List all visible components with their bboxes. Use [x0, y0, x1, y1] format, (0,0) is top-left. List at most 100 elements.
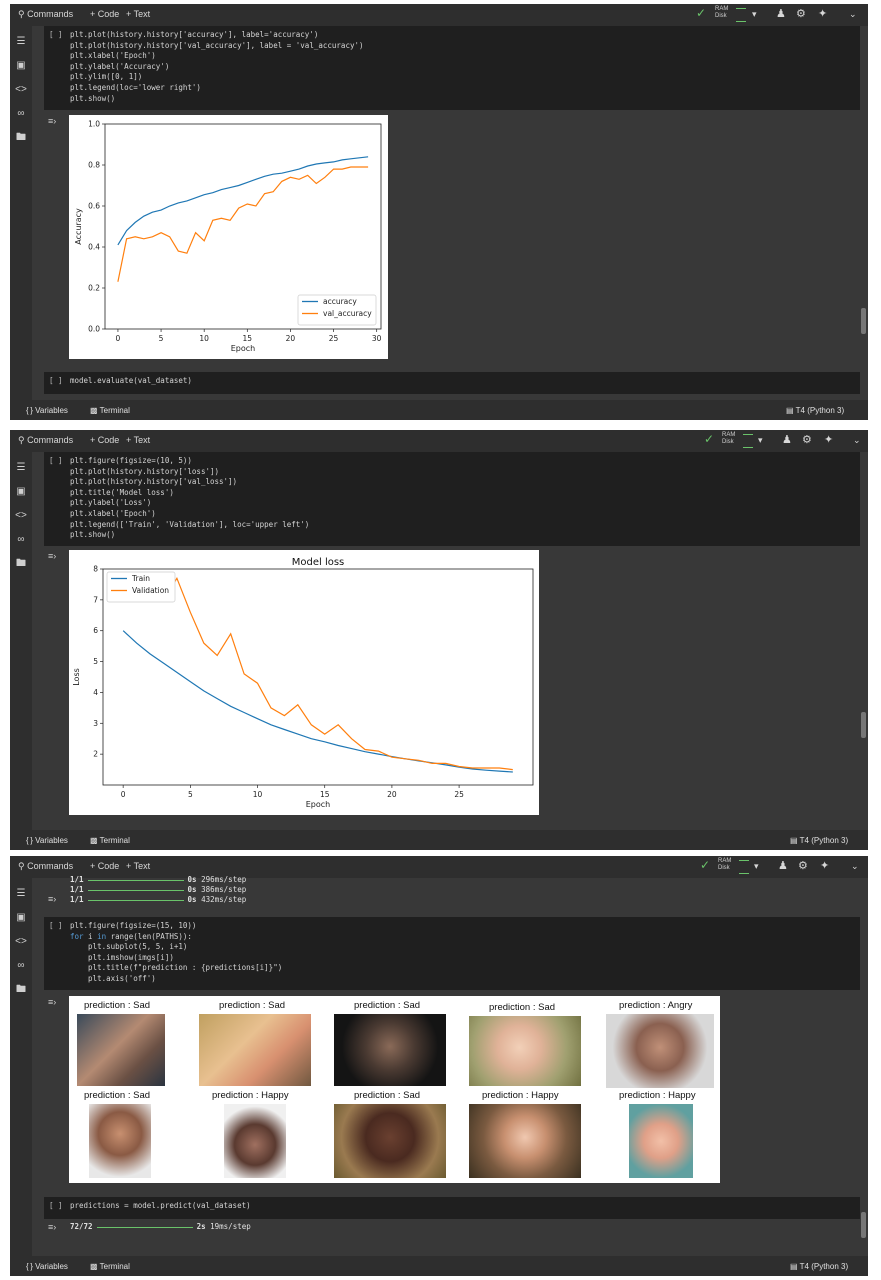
- add-code-button[interactable]: + Code: [90, 9, 120, 19]
- sparkle-icon[interactable]: ✦: [820, 860, 830, 872]
- add-text-button[interactable]: + Text: [126, 435, 151, 445]
- secrets-key-icon[interactable]: ∞: [17, 534, 25, 545]
- code-snippets-icon[interactable]: <>: [15, 936, 27, 947]
- legend-label: accuracy: [323, 297, 357, 306]
- secrets-key-icon[interactable]: ∞: [17, 960, 25, 971]
- variables-button[interactable]: { } Variables: [26, 406, 68, 415]
- prediction-title: prediction : Sad: [354, 1090, 421, 1101]
- code-cell-evaluate[interactable]: [ ] model.evaluate(val_dataset): [44, 372, 860, 394]
- variables-button[interactable]: { } Variables: [26, 1262, 68, 1271]
- scrollbar[interactable]: [861, 308, 866, 334]
- scrollbar[interactable]: [861, 712, 866, 738]
- run-cell-button[interactable]: [ ]: [49, 1201, 63, 1210]
- share-people-icon[interactable]: ♟: [776, 8, 786, 20]
- resource-monitor[interactable]: RAM Disk: [715, 6, 746, 22]
- add-code-button[interactable]: + Code: [90, 861, 120, 871]
- variables-button[interactable]: { } Variables: [26, 836, 68, 845]
- y-tick-label: 0.6: [88, 202, 100, 211]
- chevron-down-icon[interactable]: ▾: [752, 9, 757, 19]
- terminal-button[interactable]: ▩ Terminal: [90, 406, 130, 415]
- chevron-down-icon[interactable]: ⌄: [851, 861, 859, 871]
- prediction-title: prediction : Angry: [619, 1000, 693, 1011]
- code-snippets-icon[interactable]: <>: [15, 510, 27, 521]
- code-cell-loss[interactable]: [ ] plt.figure(figsize=(10, 5)) plt.plot…: [44, 452, 860, 546]
- output-toggle-icon[interactable]: ≡›: [48, 116, 57, 126]
- code-editor[interactable]: plt.figure(figsize=(15, 10)) for i in ra…: [70, 921, 283, 983]
- add-text-button[interactable]: + Text: [126, 9, 151, 19]
- output-toggle-icon[interactable]: ≡›: [48, 1222, 57, 1232]
- notebook-panel-predictions: ⚲ Commands + Code + Text ✓ RAM Disk ▾ ♟ ⚙…: [10, 856, 868, 1276]
- share-people-icon[interactable]: ♟: [782, 434, 792, 446]
- folder-icon[interactable]: 🖿: [16, 558, 26, 569]
- share-people-icon[interactable]: ♟: [778, 860, 788, 872]
- scrollbar[interactable]: [861, 1212, 866, 1238]
- resource-monitor[interactable]: RAM Disk: [722, 432, 753, 448]
- notebook-toolbar: ⚲ Commands + Code + Text ✓ RAM Disk ▾ ♟ ⚙…: [10, 856, 868, 878]
- sparkle-icon[interactable]: ✦: [818, 8, 828, 20]
- x-tick-label: 20: [387, 790, 397, 799]
- face-image: [334, 1014, 446, 1086]
- code-cell-accuracy[interactable]: [ ] plt.plot(history.history['accuracy']…: [44, 26, 860, 110]
- face-image: [199, 1014, 311, 1086]
- series-line-val-accuracy: [117, 166, 369, 282]
- gear-icon[interactable]: ⚙: [796, 8, 806, 20]
- run-cell-button[interactable]: [ ]: [49, 30, 63, 39]
- run-cell-button[interactable]: [ ]: [49, 456, 63, 465]
- code-snippets-icon[interactable]: <>: [15, 84, 27, 95]
- commands-button[interactable]: ⚲ Commands: [18, 861, 74, 871]
- commands-button[interactable]: ⚲ Commands: [18, 9, 74, 19]
- legend-label: Validation: [132, 586, 169, 595]
- connected-check-icon: ✓: [700, 858, 711, 872]
- add-text-button[interactable]: + Text: [126, 861, 151, 871]
- sparkle-icon[interactable]: ✦: [824, 434, 834, 446]
- code-editor[interactable]: plt.plot(history.history['accuracy'], la…: [70, 30, 364, 103]
- plot-area: [102, 568, 534, 786]
- output-toggle-icon[interactable]: ≡›: [48, 894, 57, 904]
- terminal-button[interactable]: ▩ Terminal: [90, 1262, 130, 1271]
- search-icon: ⚲: [18, 435, 25, 445]
- gear-icon[interactable]: ⚙: [798, 860, 808, 872]
- accuracy-chart: 0 5 10 15 20 25 30 0.0 0.2 0.4 0.6 0.8 1.0 Epoch Accur…: [74, 120, 382, 354]
- gear-icon[interactable]: ⚙: [802, 434, 812, 446]
- find-icon[interactable]: ▣: [16, 912, 26, 923]
- notebook-panel-accuracy: ⚲ Commands + Code + Text ✓ RAM Disk ▾ ♟ ⚙…: [10, 4, 868, 420]
- table-of-contents-icon[interactable]: ☰: [16, 462, 26, 473]
- resource-monitor[interactable]: RAM Disk: [718, 858, 749, 874]
- chevron-down-icon[interactable]: ▾: [758, 435, 763, 445]
- commands-button[interactable]: ⚲ Commands: [18, 435, 74, 445]
- output-toggle-icon[interactable]: ≡›: [48, 551, 57, 561]
- code-cell-subplots[interactable]: [ ] plt.figure(figsize=(15, 10)) for i i…: [44, 917, 860, 990]
- code-cell-predict[interactable]: [ ] predictions = model.predict(val_data…: [44, 1197, 860, 1219]
- folder-icon[interactable]: 🖿: [16, 984, 26, 995]
- terminal-button[interactable]: ▩ Terminal: [90, 836, 130, 845]
- x-tick-label: 20: [286, 334, 296, 343]
- find-icon[interactable]: ▣: [16, 486, 26, 497]
- table-of-contents-icon[interactable]: ☰: [16, 888, 26, 899]
- runtime-indicator[interactable]: ▤ T4 (Python 3): [790, 1262, 849, 1271]
- y-tick-label: 8: [93, 565, 98, 574]
- run-cell-button[interactable]: [ ]: [49, 376, 63, 385]
- table-of-contents-icon[interactable]: ☰: [16, 36, 26, 47]
- run-cell-button[interactable]: [ ]: [49, 921, 63, 930]
- add-code-button[interactable]: + Code: [90, 435, 120, 445]
- code-editor[interactable]: plt.figure(figsize=(10, 5)) plt.plot(his…: [70, 456, 310, 540]
- code-editor[interactable]: model.evaluate(val_dataset): [70, 376, 192, 385]
- progress-line: 1/1 0s 432ms/step: [70, 895, 247, 904]
- y-tick-label: 7: [93, 595, 98, 604]
- runtime-indicator[interactable]: ▤ T4 (Python 3): [786, 406, 845, 415]
- chevron-down-icon[interactable]: ⌄: [853, 435, 861, 445]
- chevron-down-icon[interactable]: ▾: [754, 861, 759, 871]
- output-toggle-icon[interactable]: ≡›: [48, 997, 57, 1007]
- chevron-down-icon[interactable]: ⌄: [849, 9, 857, 19]
- code-editor[interactable]: predictions = model.predict(val_dataset): [70, 1201, 251, 1210]
- runtime-indicator[interactable]: ▤ T4 (Python 3): [790, 836, 849, 845]
- face-image: [334, 1104, 446, 1178]
- secrets-key-icon[interactable]: ∞: [17, 108, 25, 119]
- plot-area: [104, 123, 382, 330]
- find-icon[interactable]: ▣: [16, 60, 26, 71]
- folder-icon[interactable]: 🖿: [16, 132, 26, 143]
- notebook-panel-loss: ⚲ Commands + Code + Text ✓ RAM Disk ▾ ♟ ⚙…: [10, 430, 868, 850]
- y-tick-label: 4: [93, 688, 98, 697]
- status-bar: { } Variables ▩ Terminal ▤ T4 (Python 3): [10, 1256, 868, 1276]
- y-tick-label: 1.0: [88, 120, 100, 129]
